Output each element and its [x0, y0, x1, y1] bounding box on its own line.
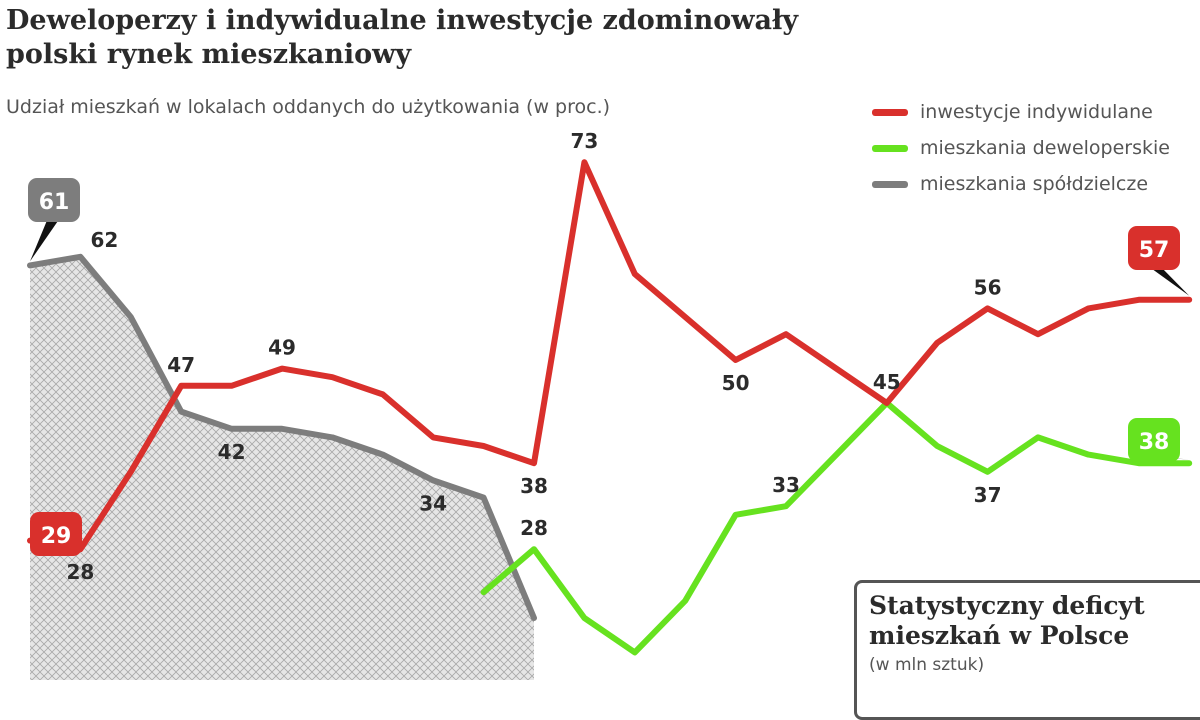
data-label-developer-19: 37 — [974, 483, 1002, 507]
data-label-cooperative-4: 42 — [218, 440, 246, 464]
data-label-individual-19: 56 — [974, 275, 1002, 299]
cooperative-area — [30, 256, 534, 680]
legend-label-cooperative: mieszkania spółdzielcze — [920, 173, 1149, 195]
data-label-individual-10: 38 — [520, 474, 548, 498]
callout-badge-developer: 38 — [1128, 418, 1190, 462]
deficit-inset-title: Statystyczny deficyt mieszkań w Polsce — [869, 591, 1145, 650]
data-label-individual-5: 49 — [268, 336, 296, 360]
legend-item-cooperative: mieszkania spółdzielcze — [872, 166, 1170, 202]
cooperative-area-layer — [30, 256, 534, 680]
series-line-individual — [27, 159, 1193, 553]
legend-item-individual: inwestycje indywidulane — [872, 94, 1170, 130]
callout-box-cooperative — [28, 178, 80, 222]
callout-box-developer — [1128, 418, 1180, 462]
callout-badge-individual: 29 — [30, 512, 82, 556]
callout-value-developer: 38 — [1139, 430, 1170, 455]
legend-label-developer: mieszkania deweloperskie — [920, 137, 1170, 159]
deficit-inset-box: Statystyczny deficyt mieszkań w Polsce (… — [854, 580, 1200, 720]
deficit-inset-subtitle: (w mln sztuk) — [869, 655, 985, 675]
data-label-cooperative-8: 34 — [419, 491, 447, 515]
legend-item-developer: mieszkania deweloperskie — [872, 130, 1170, 166]
callout-value-cooperative: 61 — [39, 190, 70, 215]
data-label-individual-11: 73 — [570, 129, 598, 153]
callout-badge-cooperative: 61 — [28, 178, 80, 262]
callout-value-individual: 57 — [1139, 238, 1170, 263]
data-labels-layer: 28 47 49 38 73 50 56 28 33 45 37 62 42 34 — [66, 129, 1001, 584]
legend-swatch-individual — [872, 108, 908, 116]
chart-subtitle: Udział mieszkań w lokalach oddanych do u… — [6, 96, 611, 118]
callout-box-individual — [30, 512, 82, 556]
legend-swatch-cooperative — [872, 180, 908, 188]
data-label-individual-14: 50 — [722, 371, 750, 395]
callouts-layer: 29 57 38 61 — [28, 178, 1190, 556]
line-chart: 28 47 49 38 73 50 56 28 33 45 37 62 42 34 29 57 38 61 — [27, 129, 1193, 680]
callout-box-individual — [1128, 226, 1180, 270]
data-label-individual-1: 28 — [66, 560, 94, 584]
series-line-cooperative — [27, 253, 537, 621]
callout-pointer-cooperative — [30, 218, 60, 262]
data-label-cooperative-1: 62 — [90, 228, 118, 252]
series-lines-layer — [27, 159, 1193, 656]
data-label-developer-10: 28 — [520, 516, 548, 540]
legend-label-individual: inwestycje indywidulane — [920, 101, 1153, 123]
callout-value-individual: 29 — [41, 524, 72, 549]
data-label-developer-17: 45 — [873, 370, 901, 394]
callout-pointer-individual — [1148, 266, 1190, 296]
legend: inwestycje indywidulane mieszkania dewel… — [872, 94, 1170, 202]
data-label-individual-3: 47 — [167, 353, 195, 377]
data-label-developer-15: 33 — [772, 473, 800, 497]
callout-badge-individual: 57 — [1128, 226, 1190, 296]
series-line-developer — [480, 400, 1193, 656]
legend-swatch-developer — [872, 144, 908, 152]
chart-title: Deweloperzy i indywidualne inwestycje zd… — [6, 5, 799, 70]
